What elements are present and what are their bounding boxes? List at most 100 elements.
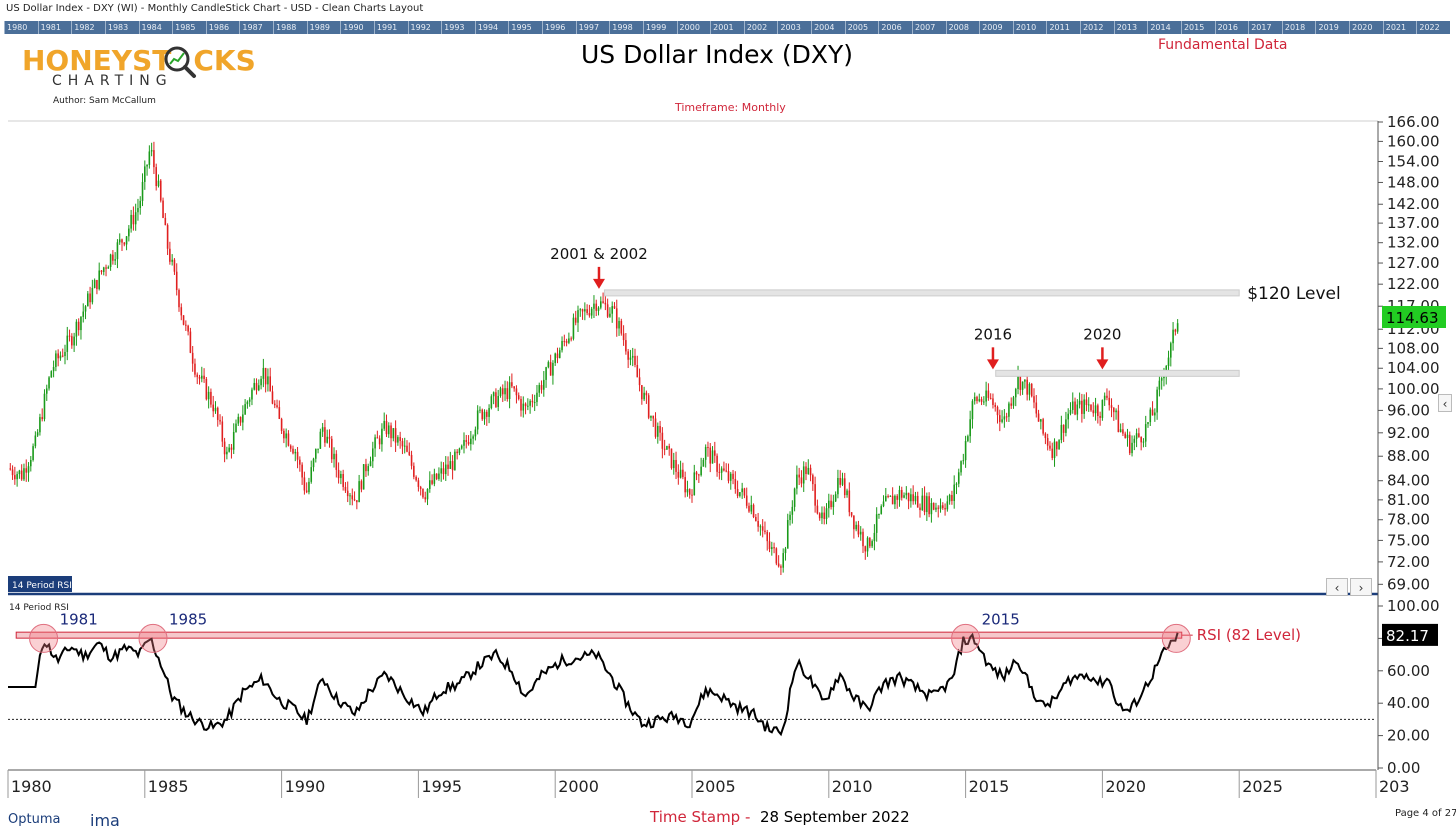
candle-body xyxy=(839,478,841,485)
candle-body xyxy=(978,399,981,402)
candle-body xyxy=(299,459,301,465)
timeframe-label: Timeframe: Monthly xyxy=(675,101,786,114)
ruler-year[interactable]: 2012 xyxy=(1080,21,1114,34)
candle-body xyxy=(422,488,424,498)
rsi-tab-label: 14 Period RSI xyxy=(12,581,72,591)
candle-body xyxy=(417,480,420,487)
candle-body xyxy=(194,363,196,375)
ruler-year[interactable]: 1981 xyxy=(37,21,72,34)
ruler-year[interactable]: 2011 xyxy=(1046,21,1080,34)
candle-body xyxy=(784,548,787,554)
ruler-year[interactable]: 2019 xyxy=(1315,21,1349,34)
candle-body xyxy=(39,417,41,433)
candle-body xyxy=(75,321,78,337)
ruler-year[interactable]: 1984 xyxy=(138,21,173,34)
candle-body xyxy=(185,324,187,326)
ruler-year[interactable]: 2020 xyxy=(1349,21,1383,34)
ruler-year[interactable]: 2013 xyxy=(1113,21,1148,34)
ruler-year[interactable]: 1989 xyxy=(306,21,341,34)
ruler-year[interactable]: 2000 xyxy=(676,21,711,34)
candle-body xyxy=(321,427,324,432)
ruler-year[interactable]: 1999 xyxy=(642,21,677,34)
ruler-year[interactable]: 2022 xyxy=(1416,21,1450,34)
candle-body xyxy=(745,495,748,506)
ruler-year[interactable]: 1998 xyxy=(609,21,643,34)
candle-body xyxy=(80,316,82,331)
candle-body xyxy=(1035,402,1038,414)
ruler-year[interactable]: 1985 xyxy=(172,21,206,34)
ruler-year[interactable]: 1982 xyxy=(71,21,105,34)
year-ruler[interactable]: 1980 1981 1982 1983 1984 1985 1986 1987 1988 1989… xyxy=(4,21,1450,34)
ruler-year[interactable]: 1996 xyxy=(542,21,576,34)
candle-body xyxy=(481,409,484,420)
candle-body xyxy=(759,526,762,528)
candle-body xyxy=(14,475,16,480)
collapse-panel-button[interactable]: ‹ xyxy=(1438,394,1452,412)
ruler-year[interactable]: 1994 xyxy=(474,21,509,34)
candle-body xyxy=(962,460,965,462)
ruler-year[interactable]: 1990 xyxy=(340,21,374,34)
ruler-year[interactable]: 1993 xyxy=(441,21,475,34)
ruler-year[interactable]: 1992 xyxy=(407,21,442,34)
candle-body xyxy=(1005,416,1008,418)
ruler-year[interactable]: 2007 xyxy=(911,21,946,34)
candle-body xyxy=(223,441,226,455)
candle-body xyxy=(1113,407,1115,413)
ruler-year[interactable]: 2015 xyxy=(1180,21,1215,34)
ruler-year[interactable]: 2008 xyxy=(945,21,980,34)
ruler-year[interactable]: 2006 xyxy=(878,21,912,34)
candle-body xyxy=(1010,403,1012,406)
candle-body xyxy=(433,473,436,484)
ruler-year[interactable]: 1997 xyxy=(575,21,610,34)
candle-body xyxy=(337,469,340,479)
candle-body xyxy=(383,420,385,429)
ruler-year[interactable]: 2010 xyxy=(1012,21,1047,34)
candle-body xyxy=(602,301,604,303)
candle-body xyxy=(189,331,192,353)
candle-body xyxy=(1124,433,1126,438)
candle-body xyxy=(659,425,661,433)
logo-word-right: CKS xyxy=(193,44,256,77)
ruler-year[interactable]: 1987 xyxy=(239,21,273,34)
candle-body xyxy=(1087,404,1090,406)
candle-body xyxy=(374,437,376,449)
candle-body xyxy=(786,520,789,549)
ruler-year[interactable]: 2016 xyxy=(1214,21,1249,34)
ruler-year[interactable]: 2002 xyxy=(743,21,778,34)
last-price-box xyxy=(1382,305,1446,328)
ruler-year[interactable]: 2001 xyxy=(710,21,744,34)
ruler-year[interactable]: 2003 xyxy=(777,21,811,34)
candle-body xyxy=(340,474,342,479)
scroll-right-button[interactable]: › xyxy=(1350,578,1372,596)
candle-body xyxy=(326,436,328,443)
rsi-highlight-circle xyxy=(951,623,981,653)
ruler-year[interactable]: 2018 xyxy=(1281,21,1316,34)
candle-body xyxy=(1110,405,1113,408)
candle-body xyxy=(419,486,422,489)
ruler-year[interactable]: 2009 xyxy=(979,21,1013,34)
fundamental-data-label[interactable]: Fundamental Data xyxy=(1158,37,1288,53)
ruler-year[interactable]: 2021 xyxy=(1382,21,1417,34)
ruler-year[interactable]: 1988 xyxy=(273,21,307,34)
candle-body xyxy=(442,468,445,475)
candle-body xyxy=(196,374,199,378)
ruler-year[interactable]: 2014 xyxy=(1147,21,1181,34)
ruler-year[interactable]: 1986 xyxy=(205,21,240,34)
candle-body xyxy=(818,513,821,519)
price-y-tick-label: 88.00 xyxy=(1387,447,1430,465)
scroll-left-button[interactable]: ‹ xyxy=(1326,578,1348,596)
ruler-year[interactable]: 2017 xyxy=(1248,21,1282,34)
ruler-year[interactable]: 1980 xyxy=(4,21,38,34)
candle-body xyxy=(435,473,438,479)
ruler-year[interactable]: 1983 xyxy=(104,21,139,34)
candle-body xyxy=(25,468,28,473)
ruler-year[interactable]: 1991 xyxy=(373,21,408,34)
ruler-year[interactable]: 1995 xyxy=(508,21,542,34)
ruler-year[interactable]: 2005 xyxy=(844,21,879,34)
candle-body xyxy=(951,495,953,502)
candle-body xyxy=(91,287,94,303)
ruler-year[interactable]: 2004 xyxy=(811,21,845,34)
candle-body xyxy=(579,309,582,311)
candle-body xyxy=(141,181,144,201)
